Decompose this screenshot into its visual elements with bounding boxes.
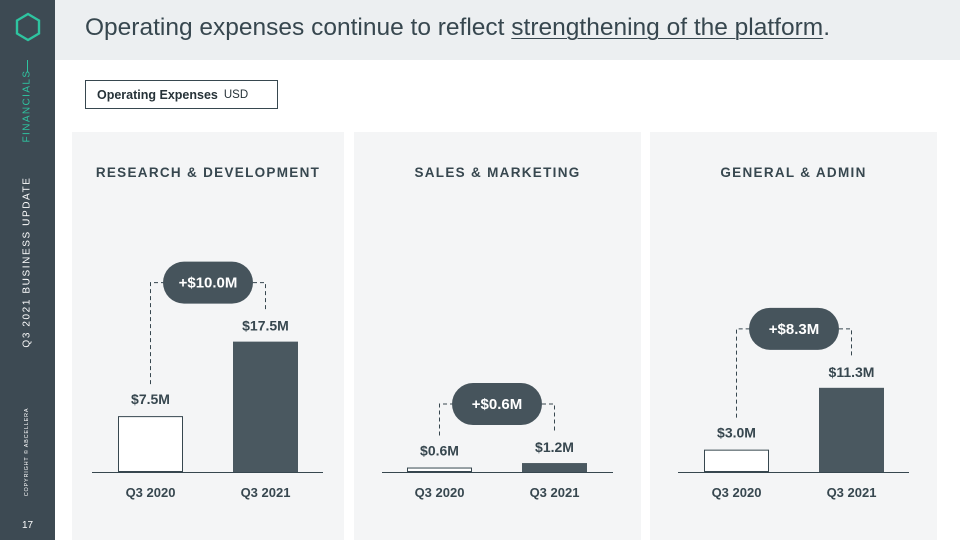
change-badge [163, 261, 253, 304]
chart-svg-ga: $3.0M $11.3M Q3 2020 Q3 2021 +$8.3M [678, 307, 909, 500]
category-label-q3-2020: Q3 2020 [415, 485, 465, 500]
connector-right [253, 282, 266, 312]
sidebar: FINANCIALS Q3 2021 BUSINESS UPDATE COPYR… [0, 0, 55, 540]
change-label: +$0.6M [472, 396, 522, 413]
chart-panel-rd: RESEARCH & DEVELOPMENT $7.5M $17.5M Q3 202… [72, 132, 344, 540]
deck-title: Q3 2021 BUSINESS UPDATE [21, 176, 33, 348]
chart-panel-sm: SALES & MARKETING $0.6M $1.2M Q3 2020 Q3 20… [354, 132, 641, 540]
data-label-q3-2021: $17.5M [242, 318, 289, 334]
connector-left [150, 282, 163, 385]
data-label-q3-2020: $3.0M [717, 425, 756, 441]
change-badge [749, 307, 839, 350]
slide-header: Operating expenses continue to reflect s… [55, 0, 960, 60]
category-label-q3-2021: Q3 2021 [241, 485, 291, 500]
title-prefix: Operating expenses continue to reflect [85, 14, 512, 41]
legend-box: Operating Expenses USD [85, 80, 278, 109]
bar-q3-2021 [522, 463, 587, 472]
chart-title: SALES & MARKETING [414, 165, 581, 180]
bar-q3-2020 [407, 467, 472, 472]
connector-left [736, 328, 749, 418]
legend-label: Operating Expenses [97, 87, 218, 102]
section-label: FINANCIALS [21, 69, 33, 143]
chart-title: GENERAL & ADMIN [720, 165, 867, 180]
data-label-q3-2020: $7.5M [131, 391, 170, 407]
bar-q3-2020 [118, 416, 183, 472]
connector-right [542, 403, 555, 434]
chart-title: RESEARCH & DEVELOPMENT [95, 165, 321, 180]
sidebar-divider [27, 60, 28, 72]
category-label-q3-2020: Q3 2020 [712, 485, 762, 500]
bar-q3-2021 [819, 387, 884, 472]
chart-svg-sm: $0.6M $1.2M Q3 2020 Q3 2021 +$0.6M [382, 383, 613, 500]
data-label-q3-2021: $11.3M [829, 364, 875, 380]
connector-right [839, 328, 852, 358]
change-badge [452, 383, 542, 426]
slide-title: Operating expenses continue to reflect s… [85, 14, 830, 42]
title-emphasis: strengthening of the platform [511, 14, 824, 41]
bar-q3-2021 [233, 341, 298, 472]
category-label-q3-2021: Q3 2021 [530, 485, 580, 500]
title-suffix: . [823, 14, 830, 41]
data-label-q3-2021: $1.2M [535, 439, 574, 455]
chart-svg-rd: $7.5M $17.5M Q3 2020 Q3 2021 +$10.0M [92, 261, 323, 500]
change-label: +$8.3M [769, 321, 819, 338]
change-label: +$10.0M [179, 275, 238, 292]
category-label-q3-2021: Q3 2021 [827, 485, 877, 500]
copyright-notice: COPYRIGHT © ABCELLERA [24, 407, 30, 497]
data-label-q3-2020: $0.6M [420, 443, 459, 459]
chart-panel-ga: GENERAL & ADMIN $3.0M $11.3M Q3 2020 Q3 202… [650, 132, 937, 540]
legend-unit: USD [223, 88, 249, 101]
abcellera-logo-icon [15, 12, 41, 42]
page-number: 17 [21, 520, 34, 531]
category-label-q3-2020: Q3 2020 [126, 485, 176, 500]
bar-q3-2020 [704, 449, 769, 472]
connector-left [439, 403, 452, 436]
